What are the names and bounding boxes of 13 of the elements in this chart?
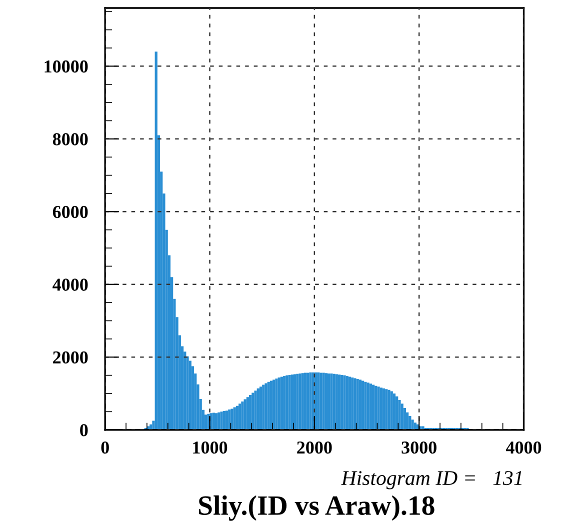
x-tick-label: 4000 [506,441,542,454]
y-tick-label: 4000 [52,278,88,291]
y-tick-label: 10000 [44,60,88,73]
y-tick-label: 0 [80,424,88,436]
x-tick-label: 1000 [193,441,228,454]
y-tick-label: 6000 [52,206,88,218]
y-tick-label: 2000 [53,351,88,364]
text: Sliy.(ID vs Araw).18 [199,495,434,521]
x-tick-label: 0 [101,441,109,454]
y-tick-label: 8000 [52,133,88,146]
x-tick-label: 2000 [297,441,332,454]
text: Histogram ID = 131 [341,471,522,490]
x-tick-label: 3000 [402,441,436,454]
